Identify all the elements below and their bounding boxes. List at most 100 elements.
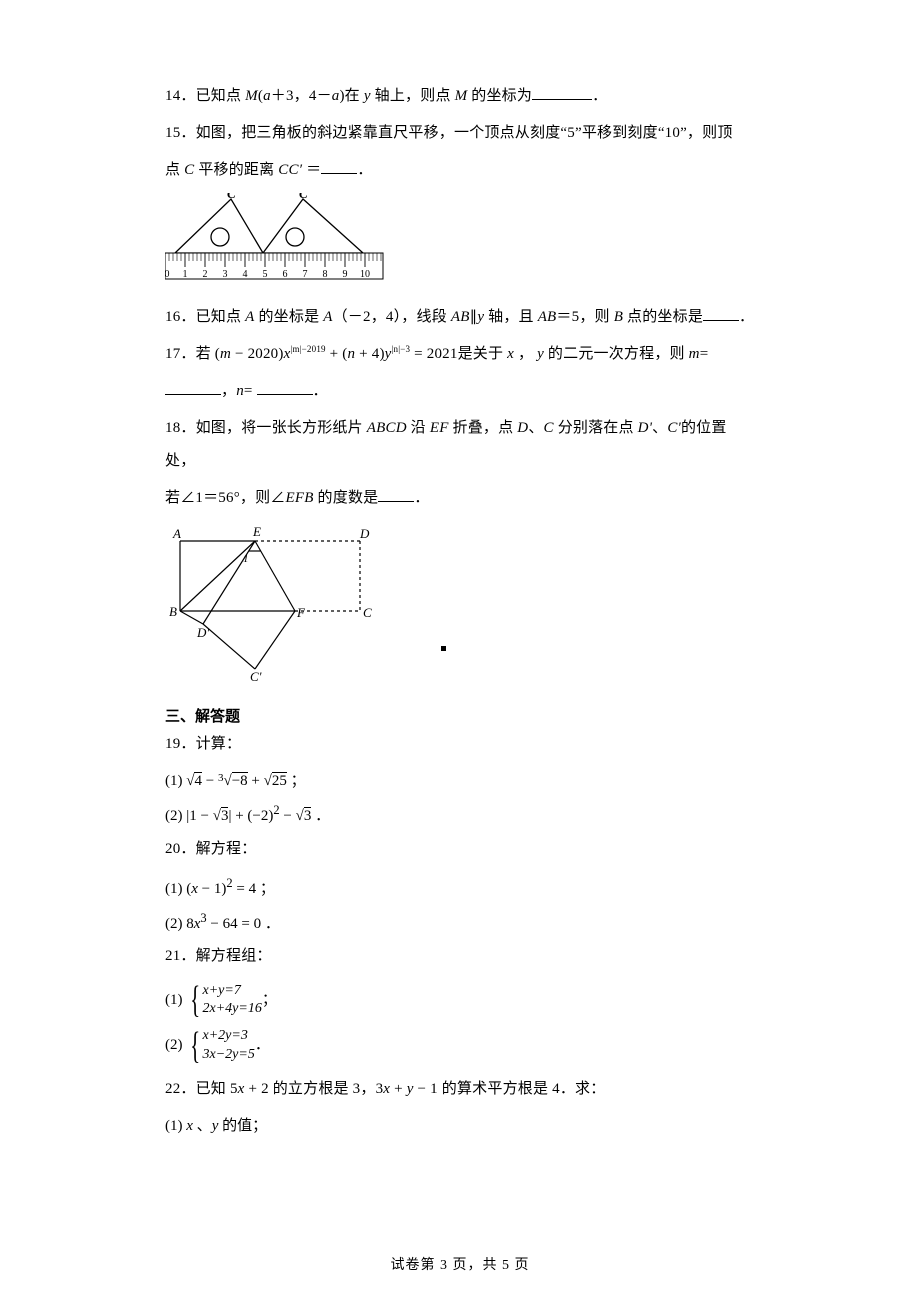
t: 、 — [193, 1118, 212, 1134]
v: m — [689, 346, 700, 362]
blank — [532, 86, 592, 101]
q20-sub1: (1) (x − 1)2 = 4 ； — [165, 870, 755, 905]
svg-text:2: 2 — [203, 269, 208, 280]
blank — [378, 488, 414, 503]
text: ． — [592, 88, 607, 104]
question-18-line1: 18．如图，将一张长方形纸片 ABCD 沿 EF 折叠，点 D、C 分别落在点 … — [165, 412, 755, 478]
v: y — [407, 1081, 414, 1097]
t: (1) — [165, 1118, 186, 1134]
svg-text:D': D' — [196, 625, 209, 640]
var-a: a — [263, 88, 271, 104]
var-y: y — [364, 88, 371, 104]
svg-text:B: B — [169, 604, 177, 619]
v: AB — [451, 309, 470, 325]
t: ； — [262, 993, 277, 1008]
svg-text:1: 1 — [243, 553, 249, 565]
svg-text:C': C' — [299, 193, 312, 201]
t: ． — [313, 383, 328, 399]
text: 点 — [165, 162, 184, 178]
svg-text:D: D — [359, 526, 370, 541]
svg-text:F: F — [296, 605, 306, 620]
v: AB — [538, 309, 557, 325]
question-22: 22．已知 5x + 2 的立方根是 3，3x + y − 1 的算术平方根是 … — [165, 1073, 755, 1106]
svg-text:A: A — [172, 526, 181, 541]
v: B — [614, 309, 623, 325]
svg-text:6: 6 — [283, 269, 288, 280]
question-17: 17．若 (m − 2020)x|m|−2019 + (n + 4)y|n|−3… — [165, 338, 755, 371]
q19-sub2: (2) |1 − √3| + (−2)2 − √3 ． — [165, 797, 755, 832]
section-3-heading: 三、解答题 — [165, 705, 755, 726]
svg-text:C': C' — [250, 669, 262, 681]
t: + 2 的立方根是 3，3 — [245, 1081, 384, 1097]
text: 平移的距离 — [194, 162, 278, 178]
blank — [703, 307, 739, 322]
blank — [257, 381, 313, 396]
page-marker — [441, 646, 446, 651]
eq: x+2y=3 — [203, 1027, 255, 1045]
t: 、 — [652, 420, 667, 436]
t: 17．若 — [165, 346, 215, 362]
t: − 1 的算术平方根是 4．求： — [414, 1081, 606, 1097]
v: y — [385, 346, 392, 362]
svg-text:7: 7 — [303, 269, 308, 280]
v: y — [537, 346, 544, 362]
v: A — [323, 309, 332, 325]
q19-sub1: (1) √4 − 3√−8 + √25 ； — [165, 765, 755, 797]
blank — [321, 160, 357, 175]
svg-text:3: 3 — [223, 269, 228, 280]
v: C' — [667, 420, 681, 436]
t: 点的坐标是 — [623, 309, 703, 325]
v: n — [236, 383, 244, 399]
question-15-line1: 15．如图，把三角板的斜边紧靠直尺平移，一个顶点从刻度“5”平移到刻度“10”，… — [165, 117, 755, 150]
t: 18．如图，将一张长方形纸片 — [165, 420, 367, 436]
t: = — [244, 383, 253, 399]
text: ＋3，4－ — [271, 88, 332, 104]
question-19: 19．计算： — [165, 728, 755, 761]
q21-sub1: (1) { x+y=7 2x+4y=16 ； — [165, 982, 755, 1018]
text: )在 — [339, 88, 363, 104]
sup: |n|−3 — [392, 344, 411, 354]
page-footer: 试卷第 3 页，共 5 页 — [0, 1254, 920, 1274]
eq: 3x−2y=5 — [203, 1046, 255, 1064]
svg-text:E: E — [252, 524, 261, 539]
v: D — [517, 420, 528, 436]
t: 的二元一次方程，则 — [544, 346, 689, 362]
t: ， — [221, 383, 236, 399]
question-17-line2: ，n= ． — [165, 375, 755, 408]
text: ＝ — [302, 162, 321, 178]
t: + 4) — [355, 346, 384, 362]
question-16: 16．已知点 A 的坐标是 A（－2，4），线段 AB∥y 轴，且 AB＝5，则… — [165, 301, 755, 334]
t: 、 — [528, 420, 543, 436]
figure-fold-rectangle: A E D 1 B D' F C C' — [165, 521, 755, 681]
svg-text:C: C — [227, 193, 236, 201]
t: + — [390, 1081, 407, 1097]
t: 22．已知 5 — [165, 1081, 238, 1097]
text: 的坐标为 — [467, 88, 532, 104]
t: = — [700, 346, 709, 362]
q21-sub2: (2) { x+2y=3 3x−2y=5 ． — [165, 1027, 755, 1063]
v: EFB — [286, 490, 314, 506]
question-18-line2: 若∠1＝56°，则∠EFB 的度数是． — [165, 482, 755, 515]
v: x — [238, 1081, 245, 1097]
q22-sub1: (1) x 、y 的值； — [165, 1110, 755, 1142]
eq: x+y=7 — [203, 982, 262, 1000]
question-21: 21．解方程组： — [165, 940, 755, 973]
svg-text:C: C — [363, 605, 372, 620]
var-M2: M — [455, 88, 468, 104]
sup: |m|−2019 — [290, 344, 325, 354]
v: A — [245, 309, 254, 325]
question-15-line2: 点 C 平移的距离 CC′ ＝． — [165, 154, 755, 187]
question-14: 14．已知点 M(a＋3，4－a)在 y 轴上，则点 M 的坐标为． — [165, 80, 755, 113]
t: 16．已知点 — [165, 309, 245, 325]
svg-text:1: 1 — [183, 269, 188, 280]
v: EF — [430, 420, 449, 436]
t: ． — [414, 490, 429, 506]
eq: 2x+4y=16 — [203, 1000, 262, 1018]
v: C — [544, 420, 554, 436]
svg-text:10: 10 — [360, 269, 370, 280]
t: ． — [255, 1038, 270, 1053]
q20-sub2: (2) 8x3 − 64 = 0 ． — [165, 905, 755, 940]
svg-text:4: 4 — [243, 269, 248, 280]
svg-text:0: 0 — [165, 269, 170, 280]
text: 14．已知点 — [165, 88, 245, 104]
